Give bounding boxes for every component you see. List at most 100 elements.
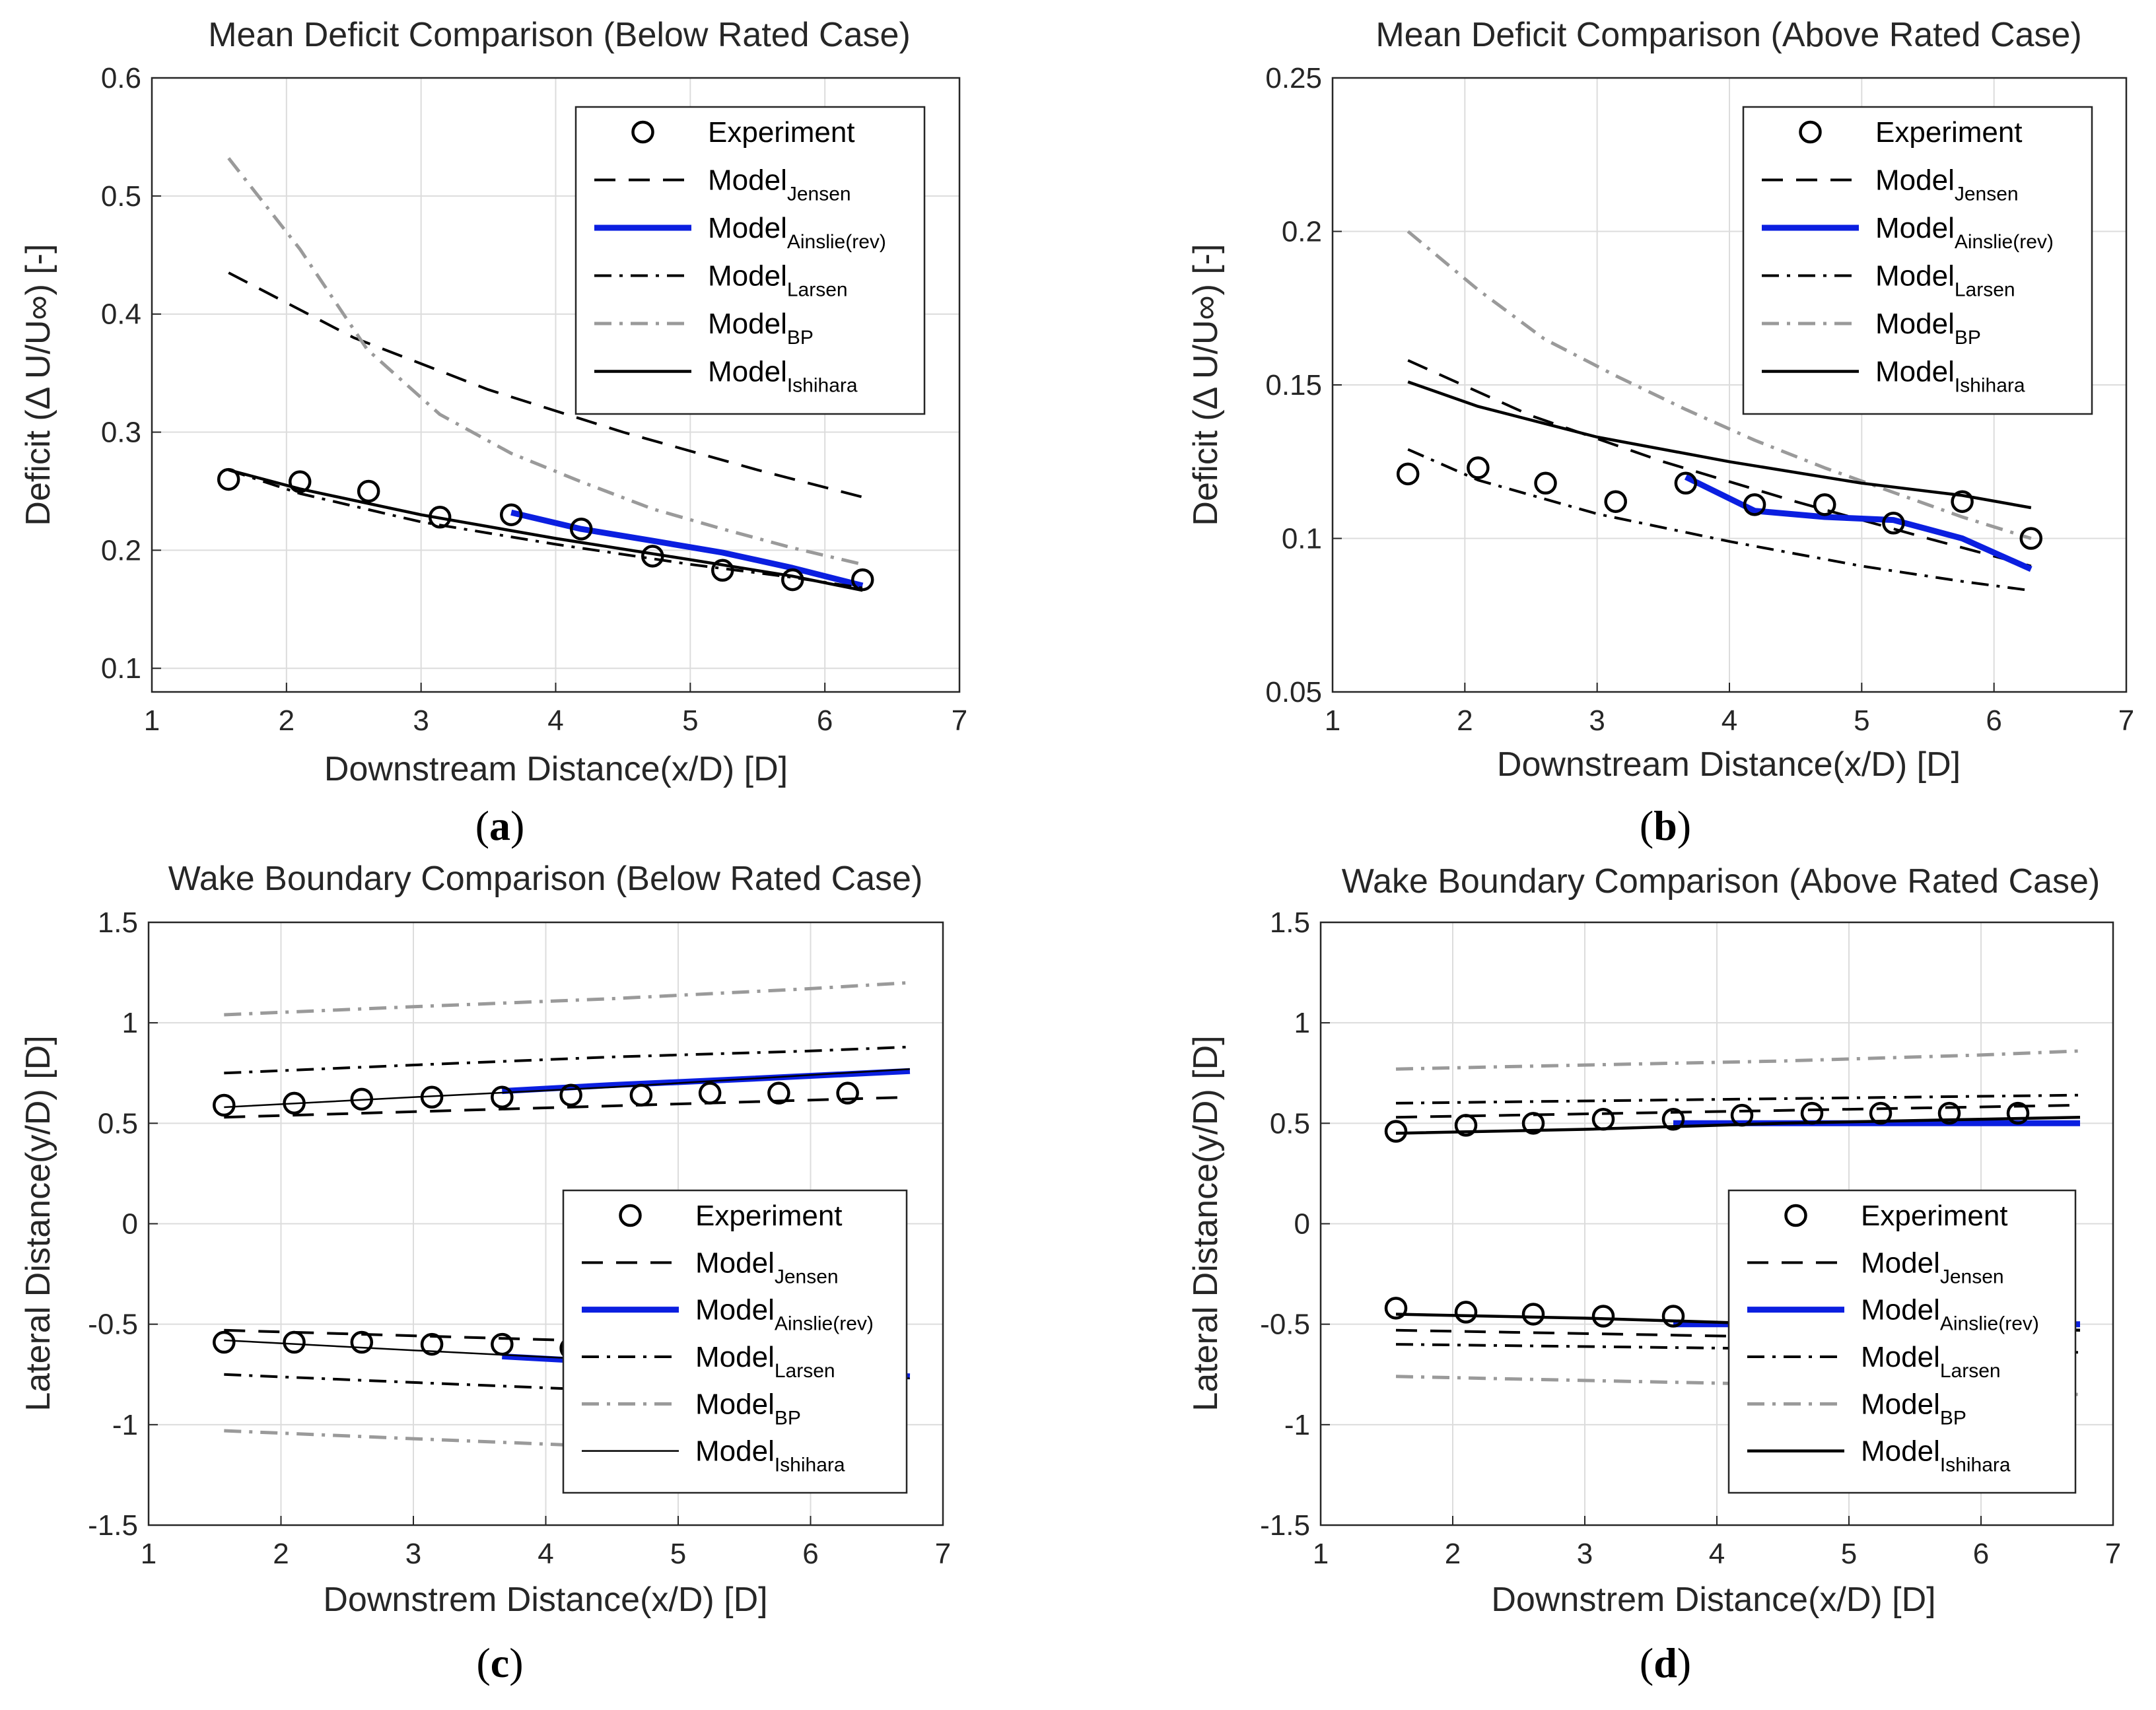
legend: Experiment ModelJensen ModelAinslie(rev) Mo… (1727, 1189, 2077, 1494)
series-jensen-line (224, 1095, 910, 1119)
legend-label: ModelJensen (1861, 1247, 2004, 1287)
panel-a: 1 2 3 4 5 6 7 0.1 0.2 0.3 0.4 0.5 0.6 Mean Deficit Co… (19, 16, 967, 849)
legend-label: Experiment (1875, 116, 2023, 149)
y-tick-label: 0.25 (1265, 62, 1322, 94)
y-tick-label: 0.1 (1282, 523, 1322, 555)
experiment-point (641, 545, 664, 568)
chart-title: Wake Boundary Comparison (Above Rated Ca… (1342, 862, 2100, 901)
x-tick-label: 1 (144, 704, 160, 737)
legend-label: ModelIshihara (695, 1435, 845, 1476)
y-axis-label: Lateral Distance(y/D) [D] (19, 1035, 57, 1411)
legend-label: ModelJensen (1875, 164, 2019, 205)
experiment-point (781, 568, 804, 592)
legend-label: ModelJensen (708, 164, 851, 205)
experiment-point (1591, 1305, 1615, 1328)
experiment-point (1813, 493, 1836, 516)
legend-label: ModelAinslie(rev) (708, 212, 886, 253)
legend-entry-ainslie-rev: ModelAinslie(rev) (1762, 212, 2054, 253)
x-tick-label: 5 (1841, 1538, 1857, 1570)
y-tick-label: 0.2 (101, 534, 141, 566)
legend-entry-ainslie-rev: ModelAinslie(rev) (1747, 1294, 2039, 1335)
legend-label: ModelAinslie(rev) (1875, 212, 2054, 253)
series-ishihara-line (1395, 1115, 2081, 1135)
x-tick-label: 3 (413, 704, 429, 737)
legend-label: ModelBP (1875, 308, 1981, 349)
experiment-point (2019, 527, 2043, 550)
series-ishihara-line (1407, 380, 2032, 510)
y-tick-label: 1 (122, 1007, 138, 1039)
x-tick-label: 6 (802, 1538, 818, 1570)
legend-entry-jensen: ModelJensen (1762, 164, 2019, 205)
x-tick-label: 2 (279, 704, 295, 737)
legend-label: ModelBP (695, 1388, 801, 1429)
y-tick-label: -1.5 (88, 1509, 138, 1542)
y-tick-label: 0.5 (1270, 1107, 1310, 1140)
legend-marker (619, 1204, 642, 1227)
legend-entry-larsen: ModelLarsen (582, 1341, 835, 1382)
series-larsen-line (1407, 448, 2032, 592)
experiment-point (559, 1083, 582, 1107)
legend-label: ModelLarsen (1875, 260, 2015, 301)
experiment-point (499, 503, 523, 526)
axes-box (147, 921, 944, 1526)
y-tick-label: 0.2 (1282, 216, 1322, 248)
x-tick-label: 7 (2118, 704, 2134, 737)
legend-marker (631, 120, 654, 144)
x-tick-label: 1 (141, 1538, 156, 1570)
series-ishihara-line (224, 1068, 910, 1109)
experiment-point (350, 1087, 374, 1111)
legend-entry-ishihara: ModelIshihara (582, 1435, 845, 1476)
experiment-point (711, 559, 734, 582)
panel-label: (b) (1640, 802, 1691, 849)
experiment-point (1467, 456, 1490, 479)
experiment-point (420, 1332, 444, 1356)
legend-label: ModelBP (1861, 1388, 1966, 1429)
series-ainslie-rev-line (510, 509, 864, 589)
legend-entry-experiment: Experiment (631, 116, 855, 149)
x-tick-label: 5 (682, 704, 698, 737)
x-tick-label: 6 (817, 704, 833, 737)
panel-label: (c) (476, 1639, 523, 1686)
series-ainslie-rev-line (502, 1068, 911, 1095)
experiment-point (428, 506, 452, 529)
x-axis-label: Downstrem Distance(x/D) [D] (1491, 1581, 1935, 1619)
y-axis-label: Lateral Distance(y/D) [D] (1187, 1035, 1225, 1411)
series-bp-line (224, 980, 911, 1017)
experiment-point (1730, 1103, 1754, 1127)
legend-label: ModelBP (708, 308, 814, 349)
series-bp-line (1395, 1049, 2081, 1071)
x-axis-label: Downstream Distance(x/D) [D] (1497, 745, 1961, 784)
x-tick-label: 4 (1721, 704, 1737, 737)
experiment-point (1396, 462, 1420, 486)
y-tick-label: 1.5 (98, 906, 138, 939)
experiment-point (1951, 490, 1974, 513)
legend: Experiment ModelJensen ModelAinslie(rev) Mo… (574, 106, 926, 415)
experiment-point (1454, 1301, 1478, 1324)
legend-marker (1799, 120, 1822, 144)
x-tick-label: 5 (1854, 704, 1869, 737)
series-ishihara-line (228, 468, 863, 592)
legend-label: ModelJensen (695, 1247, 839, 1287)
experiment-point (1521, 1303, 1545, 1326)
x-axis-label: Downstream Distance(x/D) [D] (324, 750, 788, 788)
experiment-point (350, 1330, 374, 1354)
experiment-point (1674, 471, 1698, 495)
experiment-point (420, 1085, 444, 1109)
y-tick-label: 0.5 (98, 1107, 138, 1140)
x-tick-label: 7 (952, 704, 967, 737)
legend-box (562, 1189, 908, 1494)
panel-label: (d) (1640, 1639, 1691, 1686)
legend-label: ModelLarsen (1861, 1341, 2001, 1382)
series-ainslie-rev-line (1684, 474, 2033, 572)
experiment-point (491, 1332, 514, 1356)
legend-entry-experiment: Experiment (619, 1200, 843, 1232)
experiment-point (1384, 1120, 1408, 1143)
x-tick-label: 5 (670, 1538, 686, 1570)
experiment-point (629, 1083, 653, 1107)
legend-entry-bp: ModelBP (1762, 308, 1981, 349)
experiment-point (1743, 493, 1766, 516)
panel-label: (a) (475, 802, 525, 849)
y-tick-label: 0.05 (1265, 676, 1322, 708)
data-layer (217, 157, 874, 592)
